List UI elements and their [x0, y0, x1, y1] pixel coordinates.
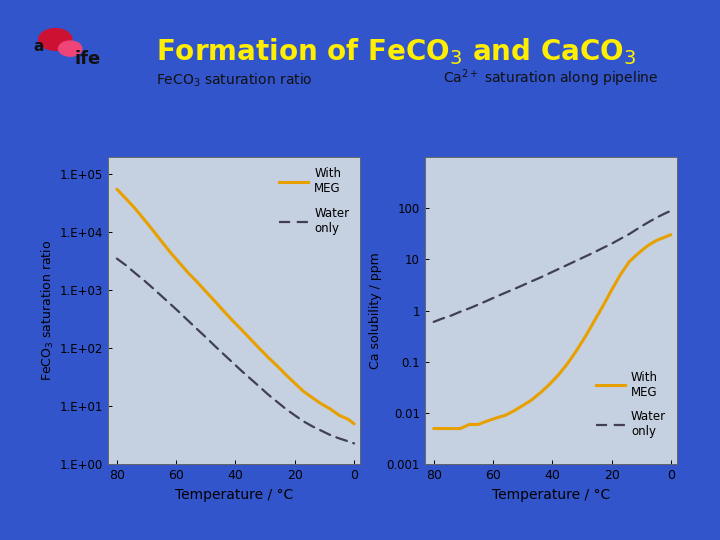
Text: ife: ife: [74, 50, 101, 69]
Text: FeCO$_3$ saturation ratio: FeCO$_3$ saturation ratio: [156, 72, 312, 89]
Text: Ca$^{2+}$ saturation along pipeline: Ca$^{2+}$ saturation along pipeline: [443, 68, 659, 89]
Y-axis label: FeCO$_3$ saturation ratio: FeCO$_3$ saturation ratio: [40, 240, 55, 381]
Y-axis label: Ca solubility / ppm: Ca solubility / ppm: [369, 252, 382, 369]
Text: a: a: [34, 39, 44, 55]
Circle shape: [39, 29, 72, 50]
X-axis label: Temperature / °C: Temperature / °C: [492, 488, 610, 502]
Circle shape: [58, 41, 82, 56]
Legend: With
MEG, Water
only: With MEG, Water only: [274, 163, 354, 240]
Text: Formation of FeCO$_3$ and CaCO$_3$: Formation of FeCO$_3$ and CaCO$_3$: [156, 36, 636, 67]
X-axis label: Temperature / °C: Temperature / °C: [175, 488, 293, 502]
Legend: With
MEG, Water
only: With MEG, Water only: [591, 366, 671, 443]
